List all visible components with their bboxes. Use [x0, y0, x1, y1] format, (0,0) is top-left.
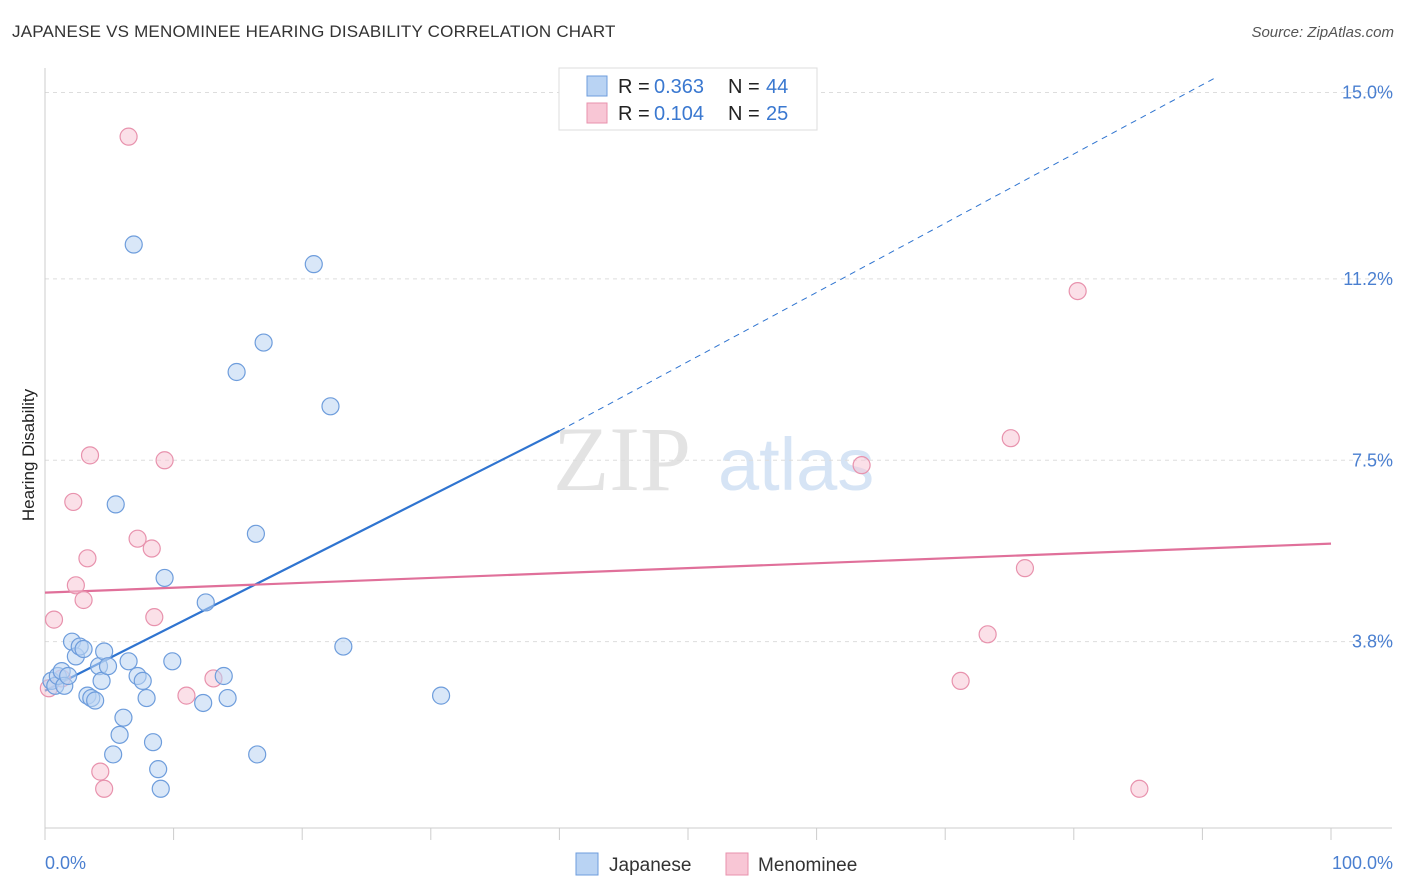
grid-lines — [45, 92, 1392, 643]
japanese-point-25 — [137, 688, 156, 708]
legend-series: Japanese Menominee — [575, 852, 857, 876]
japanese-point-39 — [304, 255, 323, 274]
japanese-point-18 — [106, 495, 125, 514]
trend-japanese — [44, 429, 560, 692]
japanese-point-12 — [86, 691, 105, 710]
japanese-point-26 — [143, 733, 163, 752]
japanese-point-19 — [110, 725, 129, 744]
menominee-point-12 — [142, 539, 161, 558]
watermark: ZIP atlas — [553, 408, 874, 510]
menominee-point-19 — [978, 625, 997, 644]
japanese-point-33 — [214, 666, 233, 686]
japanese-point-34 — [218, 688, 237, 708]
japanese-point-24 — [133, 671, 152, 691]
menominee-point-23 — [1130, 779, 1149, 798]
bottom-legend-label-menominee: Menominee — [758, 855, 857, 876]
menominee-point-21 — [1015, 559, 1035, 578]
legend-r-value-menominee: 0.104 — [654, 103, 704, 125]
series-menominee-points — [39, 127, 1149, 798]
japanese-point-41 — [334, 637, 353, 656]
series-japanese-points — [42, 235, 451, 798]
menominee-point-15 — [177, 686, 196, 705]
bottom-legend-swatch-menominee — [725, 852, 749, 876]
japanese-point-21 — [119, 652, 138, 671]
japanese-point-42 — [431, 686, 451, 705]
legend-r-label-japanese: R = — [618, 76, 650, 98]
y-axis-title: Hearing Disability — [19, 388, 38, 521]
japanese-point-16 — [98, 657, 118, 676]
menominee-point-20 — [1001, 429, 1020, 448]
menominee-point-10 — [119, 127, 138, 146]
menominee-point-1 — [44, 610, 64, 629]
menominee-point-8 — [91, 762, 110, 781]
legend-r-label-menominee: R = — [618, 103, 650, 125]
japanese-point-31 — [194, 693, 213, 713]
menominee-point-14 — [155, 451, 174, 470]
menominee-point-11 — [128, 529, 147, 548]
legend-n-value-menominee: 25 — [766, 103, 788, 125]
trend-menominee — [44, 542, 1332, 594]
trend-lines — [44, 77, 1332, 692]
japanese-point-40 — [321, 397, 340, 416]
japanese-point-17 — [104, 745, 123, 764]
legend-swatch-menominee — [586, 102, 608, 124]
japanese-point-20 — [114, 708, 133, 727]
y-tick-labels: 3.8% 7.5% 11.2% 15.0% — [1342, 83, 1393, 652]
x-tick-label-max: 100.0% — [1332, 853, 1393, 873]
menominee-point-3 — [64, 492, 83, 512]
japanese-point-30 — [163, 652, 182, 671]
menominee-point-17 — [852, 456, 871, 475]
menominee-point-6 — [78, 549, 97, 568]
legend-n-label-japanese: N = — [728, 76, 760, 98]
legend-stats: R = 0.363 N = 44 R = 0.104 N = 25 — [558, 67, 818, 131]
legend-n-label-menominee: N = — [728, 103, 760, 125]
y-tick-label-3: 15.0% — [1342, 83, 1393, 103]
japanese-point-28 — [151, 779, 170, 798]
watermark-zip: ZIP — [553, 408, 691, 510]
japanese-point-22 — [124, 235, 143, 254]
chart-title: JAPANESE VS MENOMINEE HEARING DISABILITY… — [12, 22, 616, 41]
japanese-point-37 — [248, 745, 267, 764]
source-note: Source: ZipAtlas.com — [1251, 24, 1394, 41]
y-tick-label-1: 7.5% — [1352, 450, 1393, 470]
bottom-legend-swatch-japanese — [575, 852, 599, 876]
y-tick-label-0: 3.8% — [1352, 632, 1393, 652]
japanese-point-9 — [74, 639, 93, 659]
menominee-point-9 — [95, 779, 114, 798]
japanese-point-36 — [246, 524, 266, 543]
menominee-point-13 — [145, 608, 164, 627]
japanese-point-5 — [59, 666, 78, 686]
x-axis-ticks — [44, 828, 1332, 840]
japanese-point-29 — [155, 568, 174, 588]
menominee-point-18 — [951, 671, 970, 691]
japanese-point-35 — [227, 362, 246, 382]
japanese-point-32 — [196, 593, 215, 612]
legend-swatch-japanese — [586, 75, 608, 97]
japanese-point-27 — [149, 760, 168, 779]
menominee-point-5 — [74, 590, 93, 610]
y-tick-label-2: 11.2% — [1343, 269, 1393, 289]
menominee-point-7 — [80, 446, 100, 465]
x-tick-label-min: 0.0% — [45, 853, 86, 873]
watermark-atlas: atlas — [718, 423, 874, 506]
legend-n-value-japanese: 44 — [766, 76, 788, 98]
menominee-point-22 — [1068, 281, 1087, 301]
bottom-legend-label-japanese: Japanese — [609, 855, 691, 876]
trend-japanese-extension — [559, 77, 1216, 432]
japanese-point-38 — [254, 333, 273, 352]
menominee-point-4 — [66, 576, 85, 595]
legend-r-value-japanese: 0.363 — [654, 76, 704, 98]
